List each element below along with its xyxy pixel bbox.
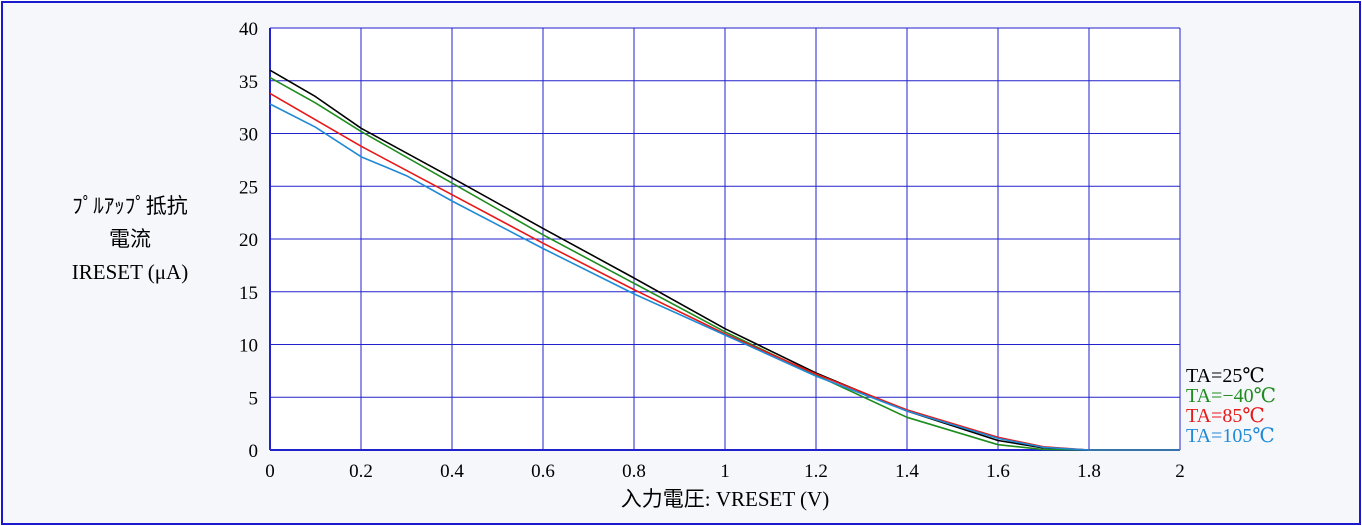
x-tick-label: 0 [265, 461, 275, 482]
legend-item-85c: TA=85℃ [1186, 405, 1265, 427]
x-tick-label: 1.2 [804, 461, 828, 482]
x-tick-label: 1.4 [895, 461, 919, 482]
y-tick-label: 10 [239, 336, 258, 357]
y-axis-label-line-3: IRESET (μA) [71, 260, 189, 284]
y-tick-label: 20 [239, 230, 258, 251]
legend-item-25c: TA=25℃ [1186, 365, 1265, 387]
grid [269, 27, 1181, 451]
y-tick-label: 30 [239, 125, 258, 146]
y-axis-label-line-2: 電流 [109, 227, 151, 251]
x-axis-label: 入力電圧: VRESET (V) [620, 487, 830, 511]
x-tick-label: 0.8 [622, 461, 646, 482]
y-axis-label: ﾌﾟﾙｱｯﾌﾟ抵抗 電流 IRESET (μA) [40, 190, 220, 289]
series-lines [269, 69, 1180, 451]
series-line-1 [269, 76, 1180, 451]
x-tick-label: 2 [1175, 461, 1185, 482]
y-tick-labels: 0 5 10 15 20 25 30 35 40 [239, 19, 258, 462]
x-tick-label: 1 [720, 461, 730, 482]
x-tick-label: 0.6 [531, 461, 555, 482]
x-tick-label: 1.6 [986, 461, 1010, 482]
legend: TA=25℃ TA=−40℃ TA=85℃ TA=105℃ [1186, 366, 1276, 446]
x-tick-label: 0.4 [440, 461, 464, 482]
y-tick-label: 35 [239, 72, 258, 93]
y-tick-label: 5 [249, 388, 259, 409]
x-tick-label: 1.8 [1077, 461, 1101, 482]
x-tick-label: 0.2 [349, 461, 373, 482]
y-tick-label: 15 [239, 283, 258, 304]
y-tick-label: 25 [239, 177, 258, 198]
y-tick-label: 40 [239, 19, 258, 40]
legend-item-minus40c: TA=−40℃ [1186, 385, 1276, 407]
legend-item-105c: TA=105℃ [1186, 425, 1275, 447]
y-tick-label: 0 [249, 441, 259, 462]
x-tick-labels: 0 0.2 0.4 0.6 0.8 1 1.2 1.4 1.6 1.8 2 [265, 461, 1185, 482]
series-line-3 [269, 103, 1180, 451]
y-axis-label-line-1: ﾌﾟﾙｱｯﾌﾟ抵抗 [72, 194, 188, 218]
